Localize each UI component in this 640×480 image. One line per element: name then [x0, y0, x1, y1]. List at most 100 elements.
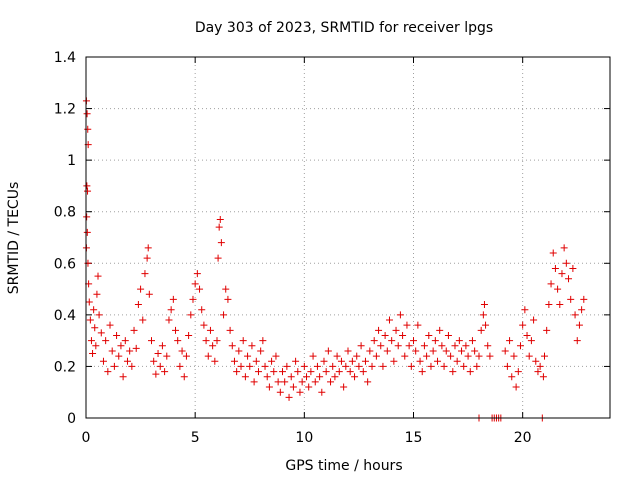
- data-point: [366, 347, 374, 355]
- data-point: [412, 347, 420, 355]
- data-point: [187, 311, 195, 319]
- data-point: [244, 352, 252, 360]
- data-point: [263, 373, 271, 381]
- data-point: [86, 316, 94, 324]
- y-axis-label: SRMTID / TECUs: [6, 182, 22, 295]
- data-point: [530, 316, 538, 324]
- data-point: [451, 342, 459, 350]
- data-point: [436, 326, 444, 334]
- data-point: [385, 316, 393, 324]
- data-point: [558, 270, 566, 278]
- data-point: [324, 347, 332, 355]
- data-point: [176, 362, 184, 370]
- data-point: [265, 383, 273, 391]
- data-point: [342, 362, 350, 370]
- data-point: [307, 368, 315, 376]
- data-point: [144, 244, 152, 252]
- data-point: [353, 352, 361, 360]
- data-point: [569, 264, 577, 272]
- data-point: [113, 331, 121, 339]
- data-point: [84, 187, 92, 195]
- data-point: [217, 239, 225, 247]
- data-point: [449, 368, 457, 376]
- data-point: [460, 362, 468, 370]
- data-point: [305, 383, 313, 391]
- data-point: [556, 301, 564, 309]
- data-point: [501, 347, 509, 355]
- data-point: [178, 347, 186, 355]
- data-point: [233, 368, 241, 376]
- data-point: [392, 326, 400, 334]
- data-point: [130, 326, 138, 334]
- y-tick-label: 1.2: [54, 102, 76, 118]
- data-point: [420, 342, 428, 350]
- data-point: [390, 357, 398, 365]
- data-point: [468, 337, 476, 345]
- data-point: [174, 337, 182, 345]
- data-point: [102, 337, 110, 345]
- data-point: [198, 306, 206, 314]
- data-point: [106, 321, 114, 329]
- data-point: [565, 275, 573, 283]
- data-point: [399, 331, 407, 339]
- plot-frame: [85, 56, 611, 419]
- x-tick-label: 0: [82, 430, 91, 446]
- data-point: [482, 321, 490, 329]
- data-point: [471, 347, 479, 355]
- data-point: [327, 378, 335, 386]
- data-point: [292, 357, 300, 365]
- data-point: [193, 270, 201, 278]
- data-point: [220, 311, 228, 319]
- grid-layer: [86, 57, 610, 418]
- data-point: [331, 373, 339, 381]
- data-point: [554, 285, 562, 293]
- data-point: [578, 306, 586, 314]
- data-point: [239, 337, 247, 345]
- data-point: [83, 182, 91, 190]
- data-point: [246, 362, 254, 370]
- data-point: [270, 368, 278, 376]
- data-point: [394, 342, 402, 350]
- data-point: [370, 337, 378, 345]
- data-point: [368, 362, 376, 370]
- data-point: [316, 373, 324, 381]
- data-point: [108, 347, 116, 355]
- data-point: [254, 368, 262, 376]
- data-point: [418, 368, 426, 376]
- data-point: [216, 215, 224, 223]
- y-tick-label: 0.6: [54, 256, 76, 272]
- data-point: [268, 357, 276, 365]
- x-tick-label: 15: [405, 430, 423, 446]
- data-point: [383, 347, 391, 355]
- data-point: [519, 321, 527, 329]
- data-point: [475, 352, 483, 360]
- data-point: [464, 352, 472, 360]
- data-point: [94, 272, 102, 280]
- data-point: [405, 342, 413, 350]
- data-point: [248, 342, 256, 350]
- data-point: [545, 301, 553, 309]
- data-point: [473, 362, 481, 370]
- data-point: [453, 357, 461, 365]
- y-tick-label: 0: [67, 411, 76, 427]
- data-point: [141, 270, 149, 278]
- data-point: [359, 368, 367, 376]
- x-tick-label: 10: [295, 430, 313, 446]
- data-point: [516, 342, 524, 350]
- data-point: [479, 311, 487, 319]
- data-point: [364, 378, 372, 386]
- data-point: [303, 373, 311, 381]
- data-point: [250, 378, 258, 386]
- data-point: [279, 368, 286, 376]
- data-point: [532, 357, 540, 365]
- data-point: [185, 331, 193, 339]
- data-point: [294, 368, 302, 376]
- data-point: [340, 383, 348, 391]
- data-point: [480, 301, 488, 309]
- data-point: [455, 337, 463, 345]
- data-point: [83, 228, 91, 236]
- data-point: [416, 357, 424, 365]
- data-point: [182, 352, 190, 360]
- data-point: [230, 357, 238, 365]
